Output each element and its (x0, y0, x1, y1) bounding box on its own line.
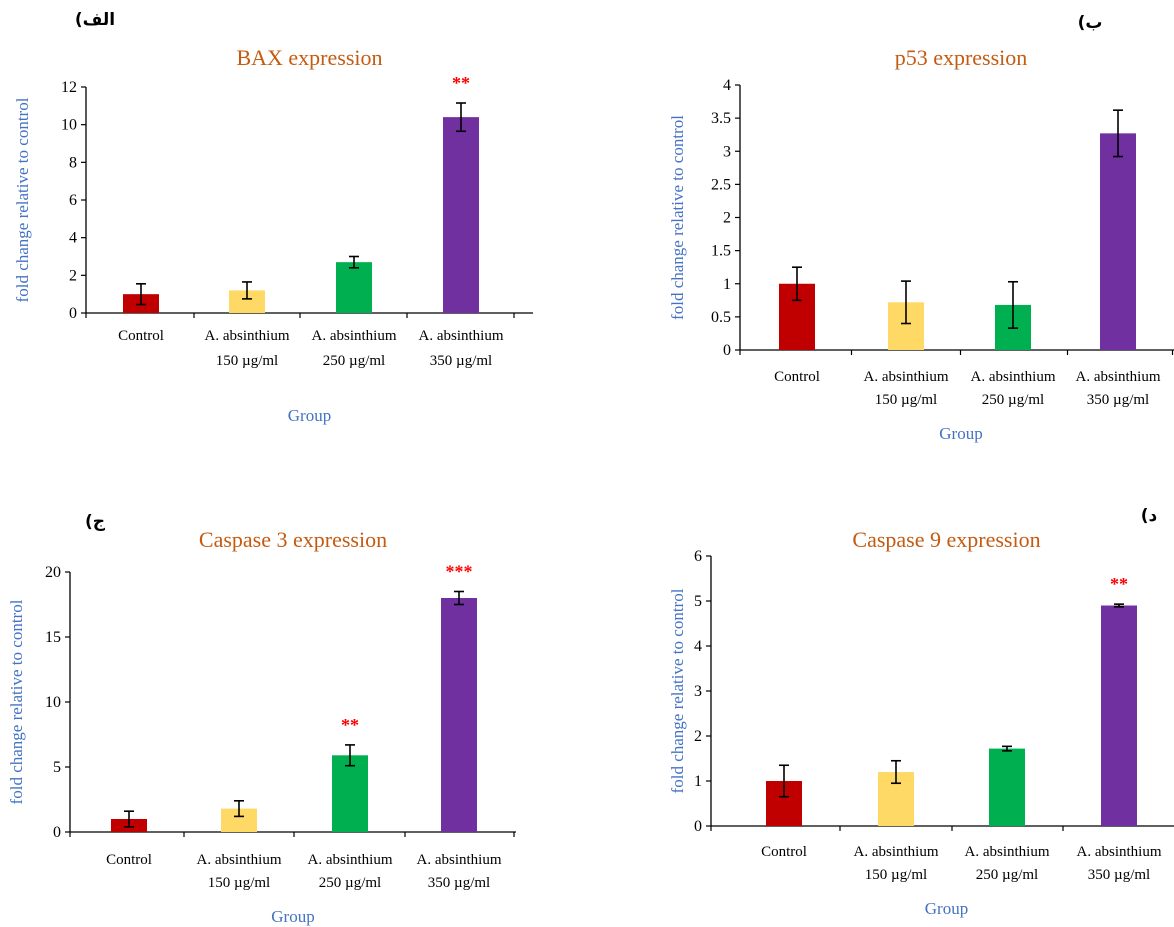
x-tick-label: Control (774, 369, 820, 385)
y-tick-label: 3 (694, 683, 702, 700)
y-tick-label: 0 (694, 818, 702, 835)
x-tick-label-line2: 150 µg/ml (865, 867, 927, 883)
x-tick-label: A. absinthium (1076, 369, 1161, 385)
y-tick-label: 0 (69, 305, 77, 322)
y-tick-label: 5 (694, 593, 702, 610)
x-tick-label-line2: 250 µg/ml (982, 392, 1044, 408)
x-tick-label-line2: 350 µg/ml (1088, 867, 1150, 883)
x-tick-label-line2: 250 µg/ml (976, 867, 1038, 883)
x-tick-label: A. absinthium (1077, 844, 1162, 860)
y-tick-label: 4 (69, 230, 77, 247)
y-tick-label: 2 (723, 210, 731, 227)
y-tick-label: 1.5 (711, 243, 731, 260)
bar (336, 262, 372, 313)
y-tick-label: 20 (45, 564, 61, 581)
x-tick-label-line2: 150 µg/ml (208, 875, 270, 891)
x-tick-label: A. absinthium (417, 852, 502, 868)
x-tick-label: A. absinthium (419, 328, 504, 344)
panel-label: (ج (85, 512, 106, 532)
y-tick-label: 0.5 (711, 309, 731, 326)
significance-marker: *** (446, 562, 473, 582)
panel-p53-chart: (ب p53 expression 0 0.5 1 1.5 2 2.5 3 3.5 4 Control… (668, 13, 1174, 443)
significance-marker: ** (452, 73, 470, 93)
y-axis-label: fold change relative to control (13, 97, 32, 302)
x-tick-label: Control (106, 852, 152, 868)
chart-title: Caspase 9 expression (852, 527, 1040, 552)
y-tick-label: 4 (723, 77, 731, 94)
x-tick-label: Control (118, 328, 164, 344)
y-tick-label: 12 (61, 79, 77, 96)
x-axis-label: Group (288, 406, 331, 425)
x-axis-label: Group (939, 424, 982, 443)
y-tick-label: 2 (694, 728, 702, 745)
bar (1101, 605, 1137, 826)
y-tick-label: 3 (723, 143, 731, 160)
y-tick-label: 6 (69, 192, 77, 209)
panel-label: (الف (75, 10, 115, 30)
x-tick-label-line2: 150 µg/ml (216, 353, 278, 369)
x-tick-label-line2: 250 µg/ml (323, 353, 385, 369)
x-tick-label-line2: 250 µg/ml (319, 875, 381, 891)
y-tick-label: 10 (45, 694, 61, 711)
panel-caspase3-chart: (ج Caspase 3 expression 0 5 10 15 20 Control A. … (7, 512, 516, 926)
x-tick-label: A. absinthium (205, 328, 290, 344)
x-tick-label: A. absinthium (971, 369, 1056, 385)
x-tick-label-line2: 350 µg/ml (430, 353, 492, 369)
x-tick-label-line2: 350 µg/ml (1087, 392, 1149, 408)
y-tick-label: 5 (53, 759, 61, 776)
x-tick-label: A. absinthium (197, 852, 282, 868)
chart-title: p53 expression (895, 45, 1028, 70)
significance-marker: ** (1110, 574, 1128, 594)
y-tick-label: 4 (694, 638, 702, 655)
y-tick-label: 8 (69, 154, 77, 171)
x-tick-label-line2: 350 µg/ml (428, 875, 490, 891)
chart-title: Caspase 3 expression (199, 527, 387, 552)
y-axis-label: fold change relative to control (7, 599, 26, 804)
y-axis-label: fold change relative to control (668, 115, 687, 320)
bar (443, 117, 479, 313)
x-tick-label-line2: 150 µg/ml (875, 392, 937, 408)
bar (221, 808, 257, 832)
x-tick-label: A. absinthium (864, 369, 949, 385)
significance-marker: ** (341, 715, 359, 735)
x-tick-label: A. absinthium (312, 328, 397, 344)
x-tick-label: A. absinthium (308, 852, 393, 868)
x-tick-label: Control (761, 844, 807, 860)
y-tick-label: 1 (694, 773, 702, 790)
y-tick-label: 0 (53, 824, 61, 841)
bar (441, 598, 477, 832)
x-tick-label: A. absinthium (965, 844, 1050, 860)
bar (1100, 133, 1136, 350)
bar (229, 290, 265, 313)
y-tick-label: 15 (45, 629, 61, 646)
y-tick-label: 2.5 (711, 176, 731, 193)
panel-bax-chart: (الف BAX expression 0 2 4 6 8 10 12 Control A. abs… (13, 10, 533, 425)
panel-label: (د (1141, 506, 1158, 526)
y-tick-label: 6 (694, 548, 702, 565)
x-axis-label: Group (925, 899, 968, 918)
x-tick-label: A. absinthium (854, 844, 939, 860)
bar (332, 755, 368, 832)
panel-caspase9-chart: (د Caspase 9 expression 0 1 2 3 4 5 6 Control A. a… (668, 506, 1174, 918)
y-tick-label: 2 (69, 267, 77, 284)
x-axis-label: Group (271, 907, 314, 926)
y-tick-label: 1 (723, 276, 731, 293)
chart-title: BAX expression (236, 45, 382, 70)
panel-label: (ب (1078, 13, 1103, 33)
y-axis-label: fold change relative to control (668, 588, 687, 793)
y-tick-label: 0 (723, 342, 731, 359)
y-tick-label: 3.5 (711, 110, 731, 127)
y-tick-label: 10 (61, 117, 77, 134)
bar (989, 748, 1025, 826)
